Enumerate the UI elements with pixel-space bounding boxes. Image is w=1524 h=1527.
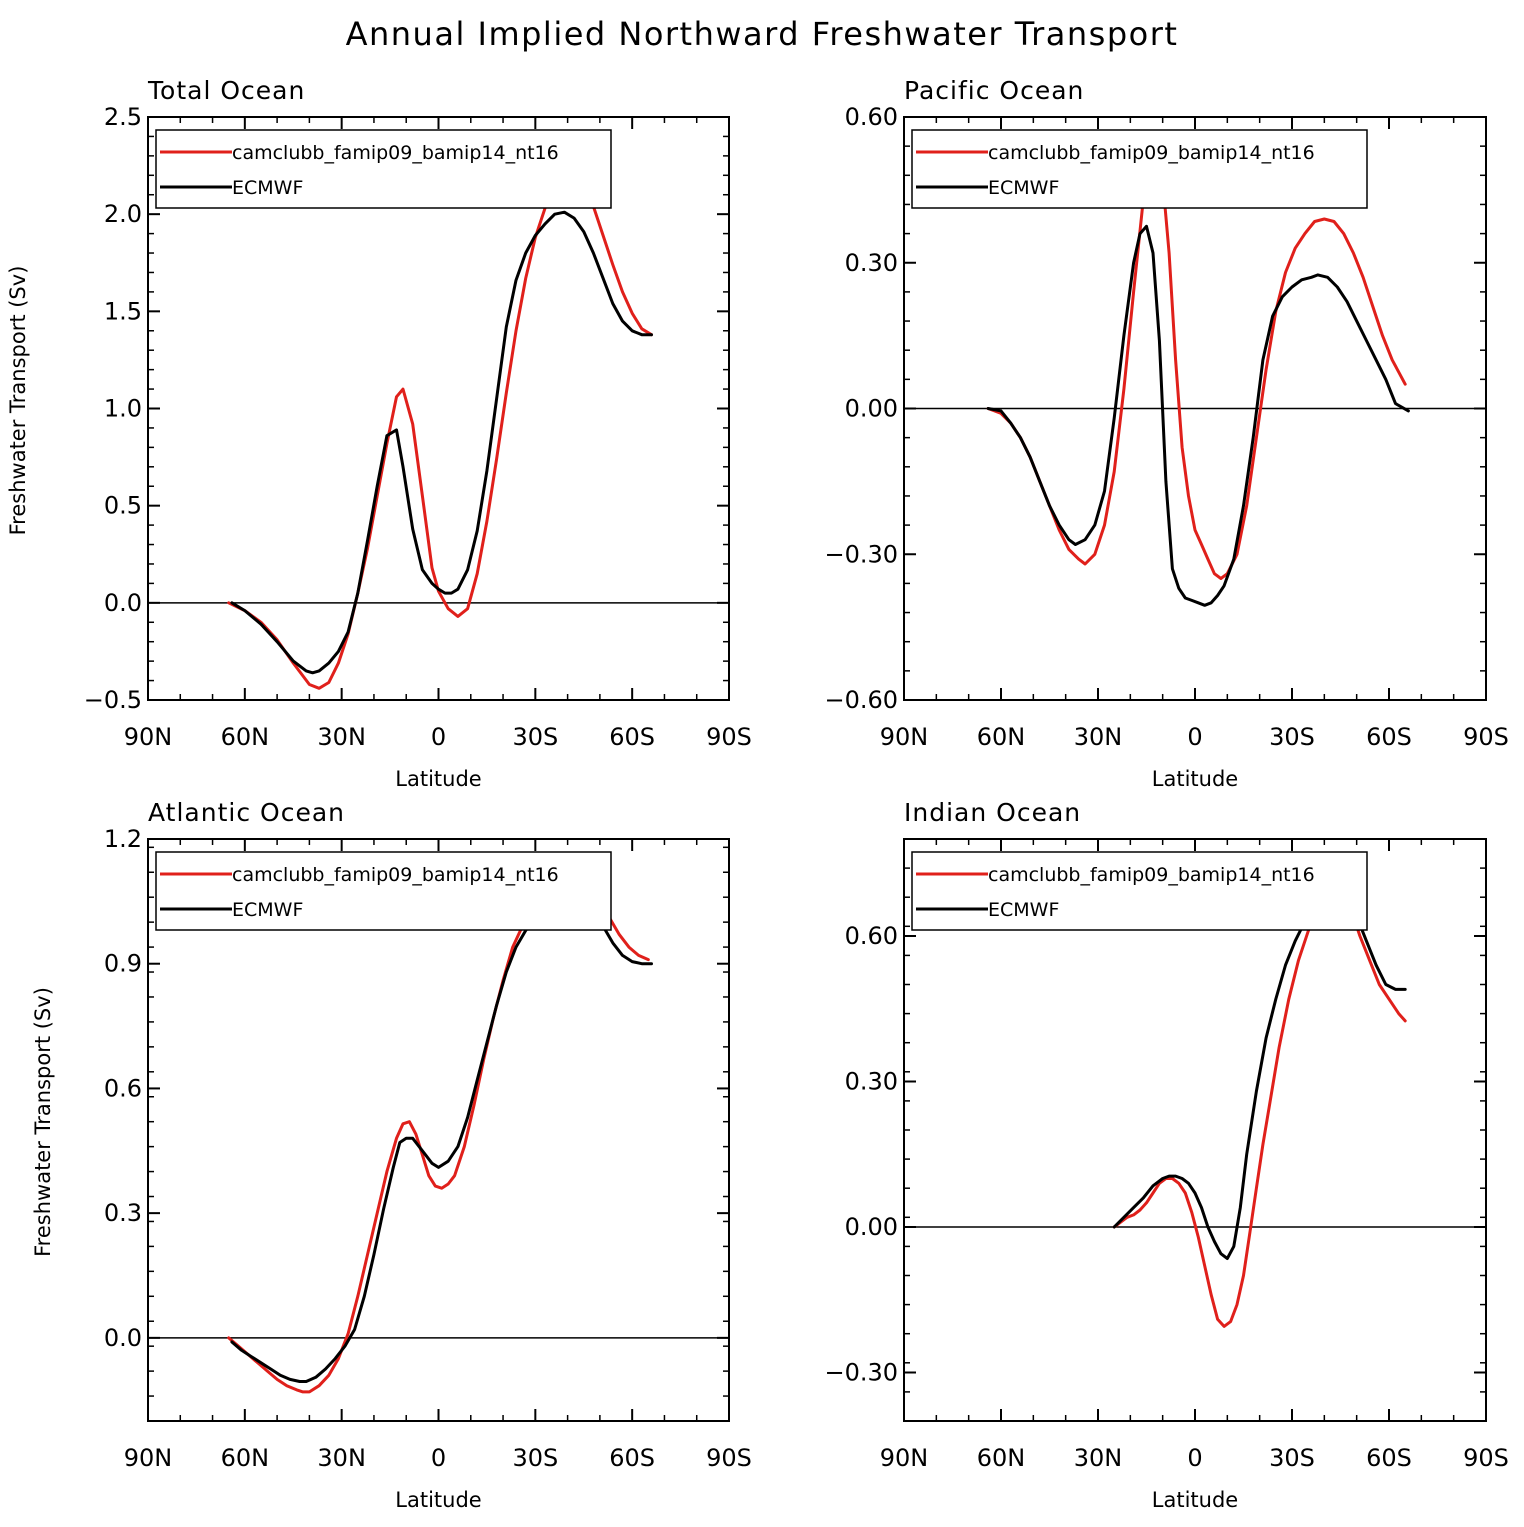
panel-title: Indian Ocean (904, 798, 1081, 827)
x-tick-label: 90N (124, 723, 173, 751)
panel-title: Total Ocean (147, 76, 305, 105)
x-tick-label: 0 (1187, 1444, 1202, 1472)
x-tick-label: 0 (431, 723, 446, 751)
x-tick-label: 90S (706, 1444, 752, 1472)
y-tick-label: 0.9 (104, 950, 142, 978)
x-axis-label: Latitude (395, 1488, 481, 1512)
x-tick-label: 60S (609, 1444, 655, 1472)
x-tick-label: 60N (221, 1444, 270, 1472)
x-tick-label: 90S (706, 723, 752, 751)
x-tick-label: 0 (431, 1444, 446, 1472)
legend-label: ECMWF (988, 177, 1059, 199)
x-tick-label: 90S (1463, 723, 1509, 751)
x-tick-label: 30S (512, 723, 558, 751)
y-tick-label: 0.3 (104, 1199, 142, 1227)
x-tick-label: 60N (977, 1444, 1026, 1472)
x-tick-label: 90N (880, 723, 929, 751)
series-line-camclubb-famip09-bamip14-nt16 (986, 154, 1407, 580)
y-tick-label: 2.5 (104, 103, 142, 131)
legend-box (911, 129, 1368, 209)
y-tick-label: 2.0 (104, 200, 142, 228)
x-axis-label: Latitude (395, 767, 481, 791)
x-tick-label: 60N (977, 723, 1026, 751)
x-tick-label: 30S (512, 1444, 558, 1472)
legend-label: camclubb_famip09_bamip14_nt16 (232, 142, 559, 164)
x-tick-label: 60S (1366, 723, 1412, 751)
x-tick-label: 60N (221, 723, 270, 751)
legend-label: ECMWF (988, 899, 1059, 921)
y-tick-label: 0.30 (845, 1068, 898, 1096)
legend-box (911, 851, 1368, 931)
panel-indian-ocean: Indian Ocean 90N 60N 30N 0 30S 60S 90S −0.30 0.00… (824, 798, 1508, 1512)
y-axis-label: Freshwater Transport (Sv) (31, 987, 55, 1257)
x-tick-label: 30S (1269, 1444, 1315, 1472)
y-tick-label: 0.60 (845, 922, 898, 950)
x-tick-label: 60S (609, 723, 655, 751)
x-tick-label: 30N (317, 1444, 366, 1472)
y-axis-label: Freshwater Transport (Sv) (6, 266, 30, 536)
series-line-camclubb-famip09-bamip14-nt16 (227, 171, 653, 690)
y-tick-label: −0.30 (824, 1359, 898, 1387)
series-line-camclubb-famip09-bamip14-nt16 (227, 868, 650, 1394)
x-tick-label: 30N (1074, 1444, 1123, 1472)
legend-label: ECMWF (232, 899, 303, 921)
legend-box (155, 129, 612, 209)
x-axis-label: Latitude (1152, 1488, 1238, 1512)
y-tick-label: 1.5 (104, 297, 142, 325)
x-tick-label: 0 (1187, 723, 1202, 751)
y-tick-label: 0.30 (845, 249, 898, 277)
y-tick-label: 0.00 (845, 395, 898, 423)
y-tick-label: −0.5 (84, 686, 142, 714)
figure-title: Annual Implied Northward Freshwater Tran… (346, 15, 1179, 53)
y-tick-label: 0.0 (104, 1324, 142, 1352)
legend-label: camclubb_famip09_bamip14_nt16 (988, 864, 1315, 886)
x-axis-label: Latitude (1152, 767, 1238, 791)
y-tick-label: 0.6 (104, 1074, 142, 1102)
panel-total-ocean: Total Ocean 90N 60N 30N 0 30S 60S 90S −0.5 0.0 0.5… (6, 76, 752, 791)
y-tick-label: 0.00 (845, 1213, 898, 1241)
panel-title: Atlantic Ocean (148, 798, 345, 827)
y-tick-label: 1.2 (104, 825, 142, 853)
x-tick-label: 30N (1074, 723, 1123, 751)
x-tick-label: 90S (1463, 1444, 1509, 1472)
x-tick-label: 30N (317, 723, 366, 751)
x-tick-label: 90N (124, 1444, 173, 1472)
series-line-ecmwf (230, 901, 653, 1383)
panel-pacific-ocean: Pacific Ocean 90N 60N 30N 0 30S 60S 90S −0.60 −0.… (824, 76, 1508, 791)
series-line-ecmwf (986, 224, 1410, 607)
y-tick-label: 0.5 (104, 492, 142, 520)
y-tick-label: −0.60 (824, 686, 898, 714)
y-tick-label: 0.60 (845, 103, 898, 131)
x-tick-label: 90N (880, 1444, 929, 1472)
y-tick-label: 0.0 (104, 589, 142, 617)
x-tick-label: 60S (1366, 1444, 1412, 1472)
legend-label: ECMWF (232, 177, 303, 199)
series-line-ecmwf (230, 210, 653, 675)
series-line-camclubb-famip09-bamip14-nt16 (1112, 886, 1407, 1328)
legend-label: camclubb_famip09_bamip14_nt16 (988, 142, 1315, 164)
legend-label: camclubb_famip09_bamip14_nt16 (232, 864, 559, 886)
y-tick-label: 1.0 (104, 395, 142, 423)
panel-atlantic-ocean: Atlantic Ocean 90N 60N 30N 0 30S 60S 90S 0.0 0.3 0… (31, 798, 752, 1512)
x-tick-label: 30S (1269, 723, 1315, 751)
y-tick-label: −0.30 (824, 540, 898, 568)
legend-box (155, 851, 612, 931)
panel-title: Pacific Ocean (904, 76, 1084, 105)
